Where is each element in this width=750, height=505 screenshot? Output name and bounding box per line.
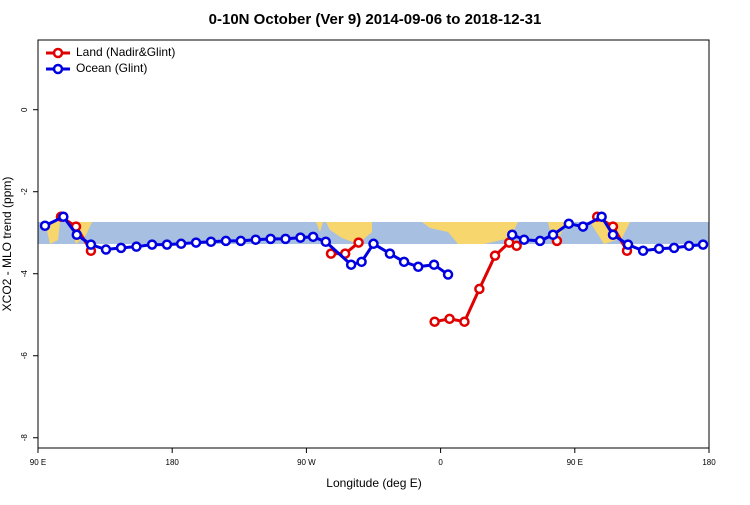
point [250,234,261,245]
point [506,229,518,241]
point [429,316,440,327]
y-tick-label: -6 [20,352,29,360]
point [547,229,559,241]
point [607,229,619,241]
point [622,239,634,250]
point [353,237,364,248]
point [444,313,455,325]
point [100,244,112,255]
y-tick-label: 0 [20,107,29,112]
point [220,235,232,247]
plot-frame [37,39,710,449]
point [398,256,410,268]
point [459,316,470,327]
y-tick-label: -4 [20,270,29,278]
point [190,237,202,248]
point [489,250,501,261]
x-tick-label: 90 W [297,458,316,467]
x-axis-label: Longitude (deg E) [326,476,421,490]
x-tick-label: 90 E [30,458,46,467]
x-tick-label: 180 [702,458,716,467]
point [356,256,367,268]
point [683,240,695,252]
point [596,211,607,222]
point [146,239,158,250]
y-axis-label: XCO2 - MLO trend (ppm) [0,177,14,312]
x-tick-label: 0 [438,458,443,467]
point [320,236,332,247]
point [368,238,379,250]
point [518,234,530,245]
x-tick-label: 90 E [567,458,583,467]
point [345,259,357,270]
point [85,239,97,250]
point [161,239,173,250]
point [534,235,546,247]
point [307,231,319,243]
point [39,220,51,232]
point [295,232,306,243]
point [653,243,665,254]
legend-label: Ocean (Glint) [76,61,147,75]
point [474,283,485,295]
point [637,245,649,257]
point [384,248,396,259]
x-tick-label: 180 [166,458,180,467]
point [412,261,424,273]
legend-label: Land (Nadir&Glint) [76,45,175,59]
y-tick-label: -2 [20,188,29,196]
point [131,241,142,252]
point [325,248,337,259]
point [205,236,217,247]
chart-title: 0-10N October (Ver 9) 2014-09-06 to 2018… [209,11,542,28]
point [442,269,454,280]
point [428,259,440,270]
legend-marker [52,63,64,75]
point [563,218,575,229]
point [697,239,709,250]
y-tick-label: -8 [20,434,29,442]
point [577,221,589,232]
point [265,233,276,245]
point [58,211,69,222]
point [115,242,127,254]
legend-marker [52,47,64,59]
point [71,229,83,241]
point [511,240,522,252]
point [235,235,247,247]
point [175,238,187,250]
point [668,242,680,254]
point [280,233,291,245]
